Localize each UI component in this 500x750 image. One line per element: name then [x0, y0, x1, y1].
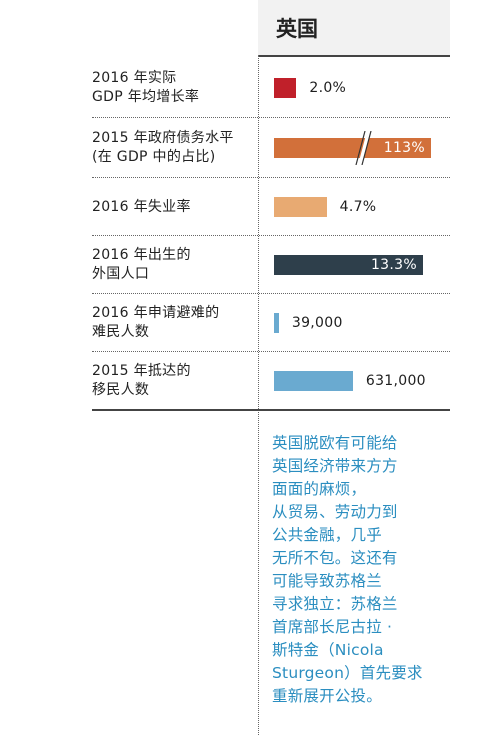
row-separator [92, 351, 450, 352]
note-line: 英国经济带来方方 [272, 457, 398, 475]
note-line: 英国脱欧有可能给 [272, 434, 398, 452]
row-label-line: (在 GDP 中的占比) [92, 149, 216, 165]
bar [274, 138, 431, 158]
row-label: 2016 年出生的 外国人口 [92, 246, 252, 284]
row-label: 2015 年抵达的 移民人数 [92, 362, 252, 400]
column-divider [258, 55, 259, 735]
row-separator [92, 293, 450, 294]
row-separator [92, 117, 450, 118]
bar [274, 313, 279, 333]
row-label: 2015 年政府债务水平 (在 GDP 中的占比) [92, 129, 252, 167]
chart-row: 2015 年政府债务水平 (在 GDP 中的占比) 113% [0, 118, 450, 178]
note-line: Sturgeon）首先要求 [272, 664, 423, 682]
bar [274, 78, 297, 98]
note-line: 寻求独立：苏格兰 [272, 595, 398, 613]
bar [274, 197, 327, 217]
value-label: 631,000 [365, 373, 426, 389]
row-label-line: 难民人数 [92, 324, 150, 340]
value-label: 4.7% [339, 199, 377, 215]
row-label: 2016 年实际 GDP 年均增长率 [92, 69, 252, 107]
row-label-line: 2015 年抵达的 [92, 363, 191, 379]
bar [274, 371, 353, 391]
axis-break-mark [355, 131, 372, 165]
row-separator [92, 409, 450, 411]
note-line: 斯特金（Nicola [272, 641, 384, 659]
column-header-country: 英国 [276, 17, 318, 41]
note-line: 从贸易、劳动力到 [272, 503, 398, 521]
row-label-line: 外国人口 [92, 266, 150, 282]
row-label: 2016 年失业率 [92, 198, 252, 217]
chart-row: 2016 年实际 GDP 年均增长率 2.0% [0, 57, 450, 118]
row-label-line: 移民人数 [92, 382, 150, 398]
bar [274, 255, 423, 275]
value-label: 113% [383, 140, 425, 156]
row-label-line: 2016 年申请避难的 [92, 305, 220, 321]
note-line: 面面的麻烦， [272, 480, 367, 498]
row-label-line: 2015 年政府债务水平 [92, 130, 234, 146]
row-label-line: 2016 年实际 [92, 70, 177, 86]
chart-row: 2015 年抵达的 移民人数 631,000 [0, 352, 450, 411]
note-line: 无所不包。这还有 [272, 549, 398, 567]
note-line: 重新展开公投。 [272, 687, 382, 705]
row-label: 2016 年申请避难的 难民人数 [92, 304, 252, 342]
chart-row: 2016 年出生的 外国人口 13.3% [0, 236, 450, 294]
note-line: 公共金融，几乎 [272, 526, 382, 544]
chart-row: 2016 年申请避难的 难民人数 39,000 [0, 294, 450, 352]
value-label: 2.0% [309, 80, 347, 96]
note-text: 英国脱欧有可能给 英国经济带来方方 面面的麻烦， 从贸易、劳动力到 公共金融，几乎 无所不… [272, 432, 452, 708]
row-separator [92, 235, 450, 236]
value-label: 39,000 [291, 315, 343, 331]
value-label: 13.3% [370, 257, 417, 273]
row-separator [92, 177, 450, 178]
row-label-line: GDP 年均增长率 [92, 89, 200, 105]
note-line: 可能导致苏格兰 [272, 572, 382, 590]
row-label-line: 2016 年出生的 [92, 247, 191, 263]
chart-row: 2016 年失业率 4.7% [0, 178, 450, 236]
column-header: 英国 [258, 0, 450, 57]
note-line: 首席部长尼古拉 · [272, 618, 393, 636]
row-label-line: 2016 年失业率 [92, 199, 191, 215]
